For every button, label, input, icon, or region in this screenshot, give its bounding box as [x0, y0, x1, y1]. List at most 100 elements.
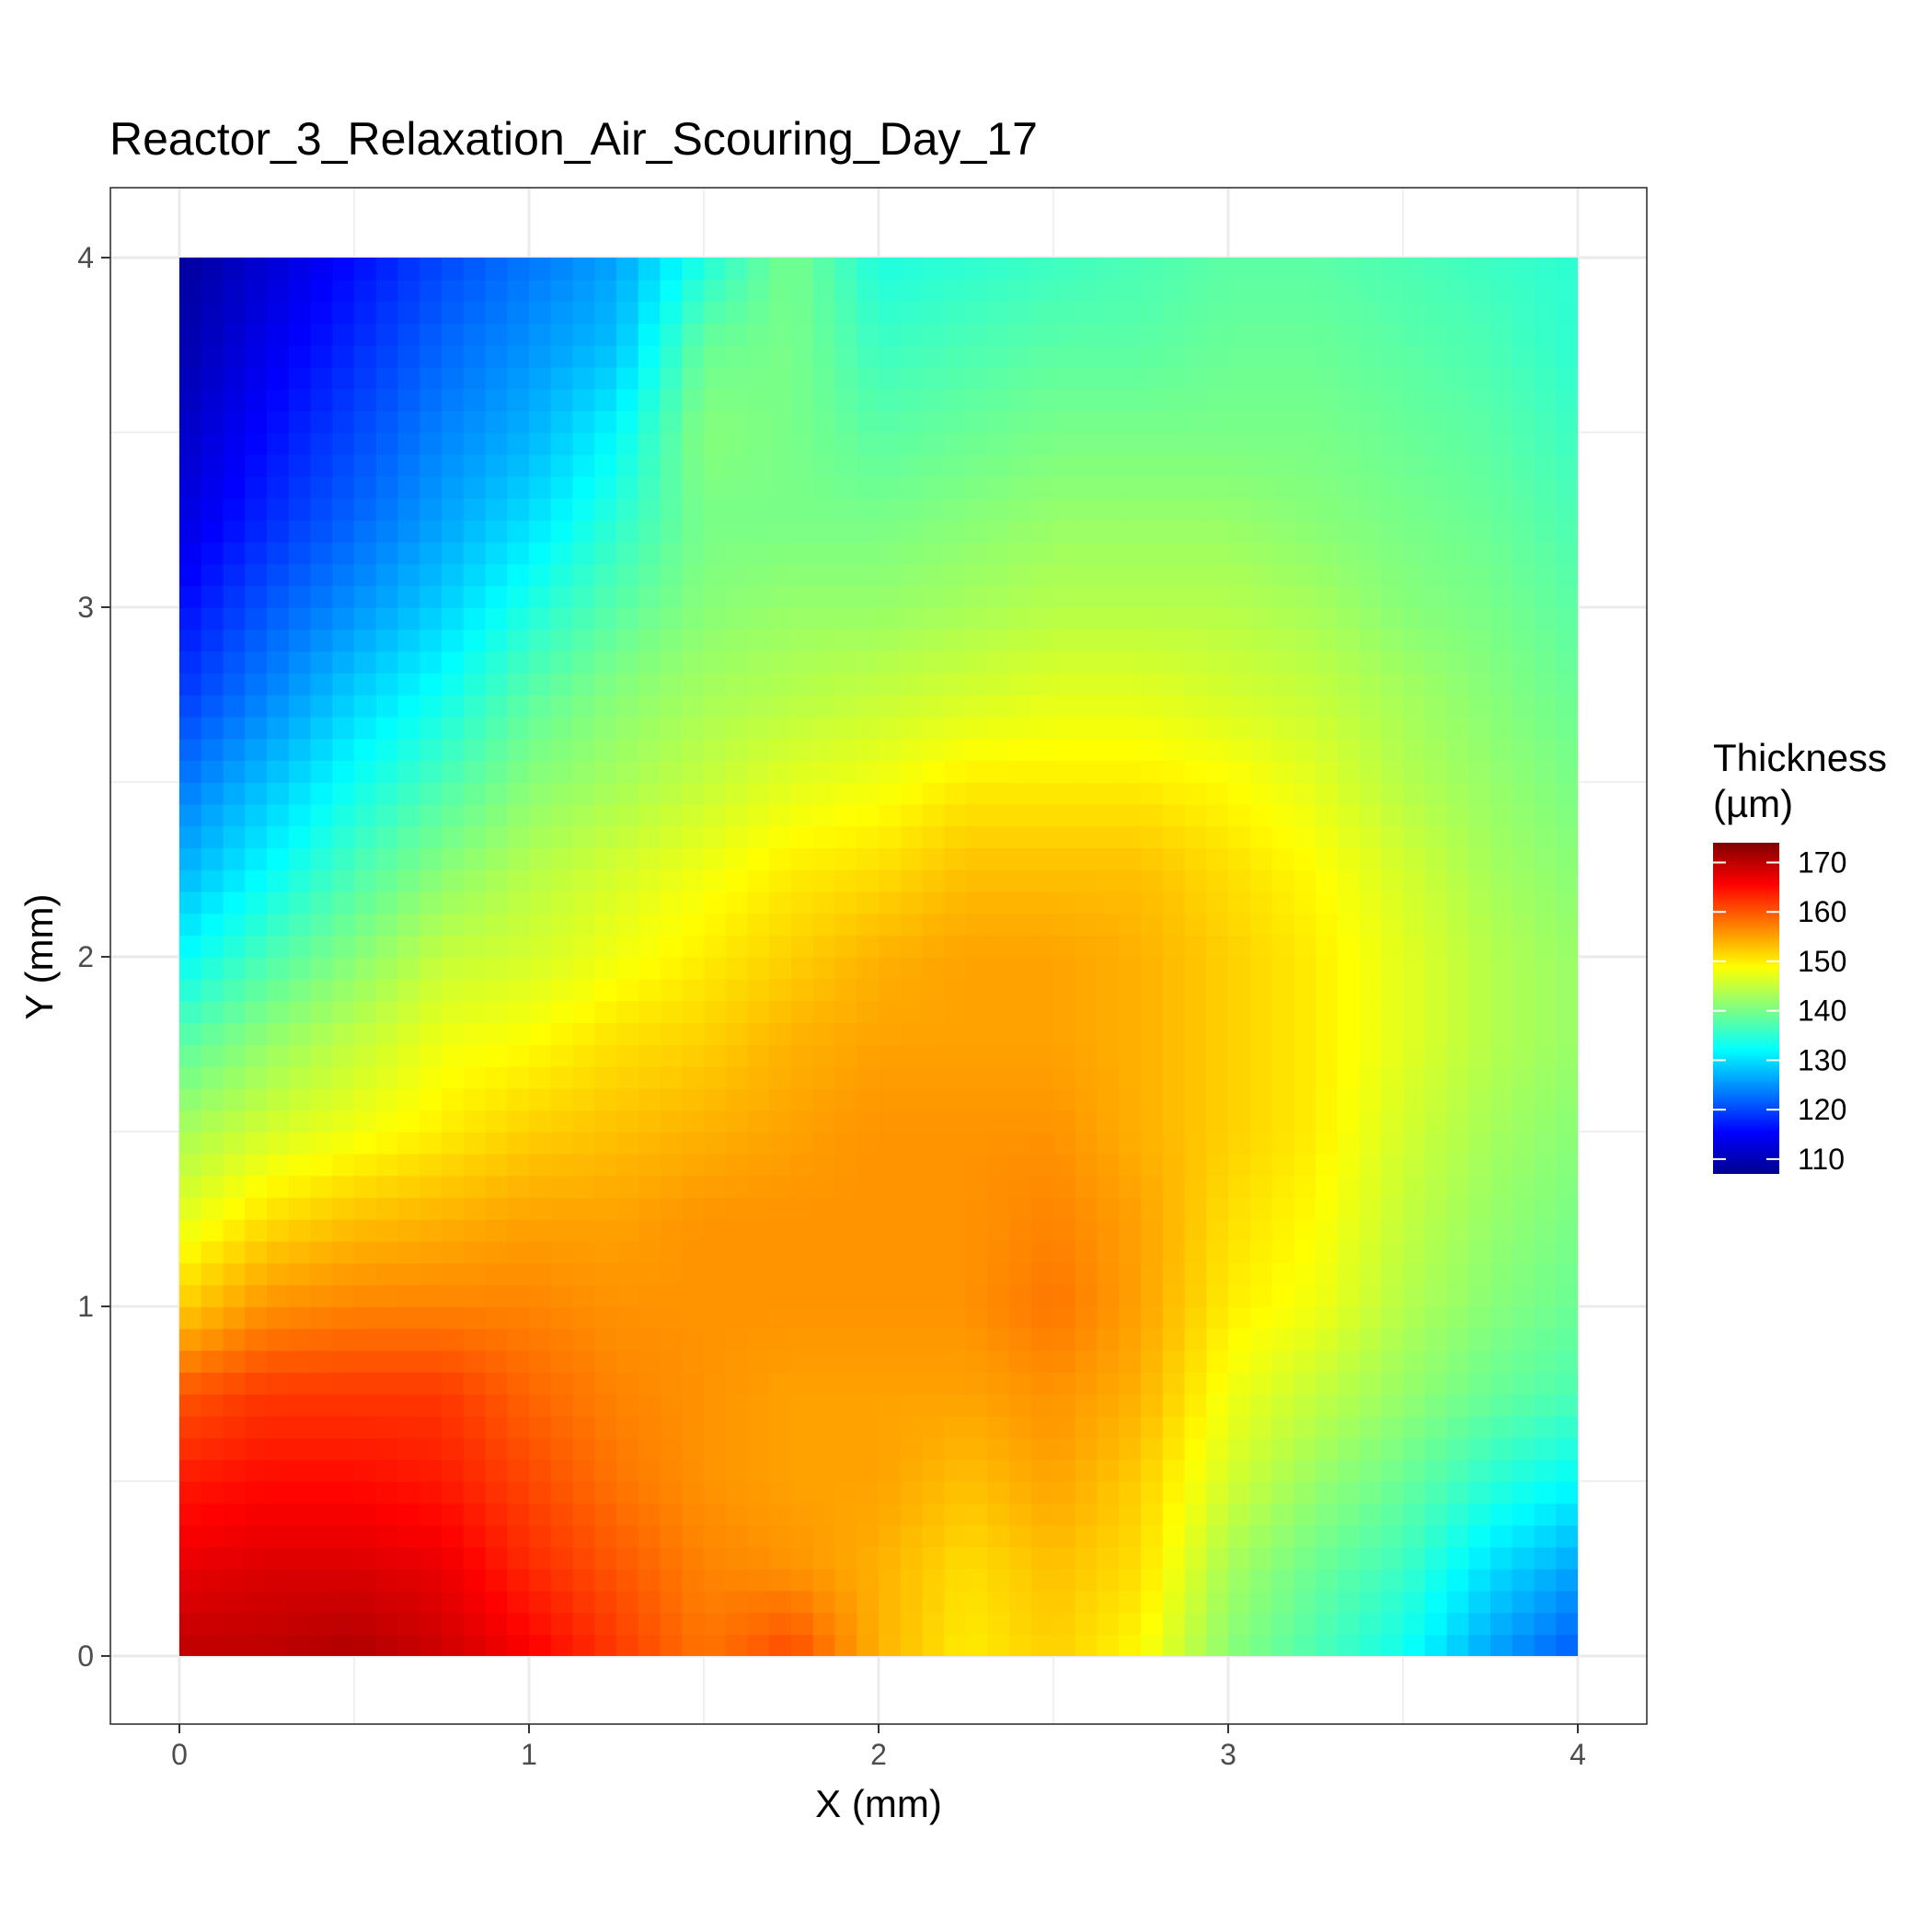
heatmap-cell: [769, 650, 792, 674]
heatmap-cell: [223, 476, 247, 500]
heatmap-cell: [1009, 760, 1033, 783]
heatmap-cell: [1271, 825, 1295, 849]
heatmap-cell: [1119, 782, 1142, 805]
heatmap-cell: [1141, 782, 1164, 805]
heatmap-cell: [682, 1372, 705, 1395]
heatmap-cell: [1490, 673, 1513, 696]
heatmap-cell: [442, 1153, 465, 1177]
heatmap-cell: [420, 258, 443, 281]
heatmap-cell: [966, 476, 989, 500]
heatmap-cell: [944, 760, 967, 783]
heatmap-cell: [1490, 1350, 1513, 1374]
heatmap-cell: [1119, 607, 1142, 630]
heatmap-cell: [1490, 1569, 1513, 1592]
heatmap-cell: [1031, 978, 1054, 1002]
heatmap-cell: [791, 1394, 814, 1417]
heatmap-cell: [288, 650, 312, 674]
heatmap-cell: [725, 695, 749, 718]
heatmap-cell: [1534, 410, 1558, 433]
heatmap-cell: [987, 1262, 1011, 1286]
heatmap-cell: [1490, 1262, 1513, 1286]
heatmap-cell: [267, 1087, 290, 1111]
heatmap-cell: [529, 258, 552, 281]
heatmap-cell: [725, 1022, 749, 1045]
heatmap-cell: [1141, 1022, 1164, 1045]
heatmap-cell: [1512, 454, 1535, 477]
heatmap-cell: [1009, 366, 1033, 390]
heatmap-cell: [834, 935, 858, 958]
heatmap-cell: [944, 279, 967, 303]
heatmap-cell: [1206, 563, 1229, 587]
heatmap-cell: [485, 847, 509, 870]
heatmap-cell: [725, 1590, 749, 1614]
heatmap-cell: [638, 1110, 661, 1133]
heatmap-cell: [1271, 1634, 1295, 1656]
heatmap-cell: [1206, 1328, 1229, 1351]
heatmap-cell: [987, 869, 1011, 892]
heatmap-cell: [201, 563, 224, 587]
heatmap-cell: [1009, 476, 1033, 500]
heatmap-cell: [354, 1437, 377, 1461]
heatmap-cell: [397, 454, 421, 477]
heatmap-cell: [332, 563, 355, 587]
heatmap-cell: [747, 628, 771, 652]
heatmap-cell: [1141, 1372, 1164, 1395]
heatmap-cell: [223, 1328, 247, 1351]
heatmap-cell: [201, 1372, 224, 1395]
heatmap-cell: [1337, 1547, 1361, 1570]
heatmap-cell: [1271, 1110, 1295, 1133]
heatmap-cell: [245, 432, 268, 455]
heatmap-cell: [922, 1328, 946, 1351]
heatmap-cell: [1119, 695, 1142, 718]
heatmap-cell: [1424, 1197, 1448, 1220]
heatmap-cell: [747, 716, 771, 740]
heatmap-cell: [1009, 563, 1033, 587]
heatmap-cell: [1294, 1372, 1317, 1395]
heatmap-cell: [966, 782, 989, 805]
heatmap-cell: [1316, 1284, 1339, 1307]
heatmap-cell: [288, 1087, 312, 1111]
heatmap-cell: [442, 498, 465, 521]
heatmap-cell: [1009, 1240, 1033, 1264]
heatmap-cell: [812, 716, 836, 740]
heatmap-cell: [1316, 1502, 1339, 1526]
heatmap-cell: [1403, 1372, 1426, 1395]
heatmap-cell: [1249, 1590, 1273, 1614]
heatmap-cell: [1534, 563, 1558, 587]
heatmap-cell: [550, 498, 574, 521]
heatmap-cell: [1119, 803, 1142, 827]
heatmap-cell: [900, 1481, 924, 1504]
heatmap-cell: [1490, 935, 1513, 958]
heatmap-cell: [245, 650, 268, 674]
heatmap-cell: [1512, 891, 1535, 914]
heatmap-cell: [922, 1350, 946, 1374]
heatmap-cell: [1053, 891, 1076, 914]
heatmap-cell: [1381, 695, 1404, 718]
heatmap-cell: [1009, 1415, 1033, 1439]
heatmap-cell: [922, 1481, 946, 1504]
heatmap-cell: [725, 869, 749, 892]
heatmap-cell: [791, 847, 814, 870]
heatmap-cell: [1359, 1022, 1383, 1045]
heatmap-cell: [1337, 1350, 1361, 1374]
heatmap-cell: [1184, 1415, 1208, 1439]
heatmap-cell: [463, 1372, 487, 1395]
heatmap-cell: [660, 498, 684, 521]
heatmap-cell: [1141, 1153, 1164, 1177]
heatmap-cell: [332, 1415, 355, 1439]
heatmap-cell: [1534, 1284, 1558, 1307]
heatmap-cell: [201, 388, 224, 412]
heatmap-cell: [987, 1481, 1011, 1504]
heatmap-cell: [223, 541, 247, 565]
heatmap-cell: [442, 1372, 465, 1395]
heatmap-cell: [791, 1087, 814, 1111]
heatmap-cell: [420, 1590, 443, 1614]
heatmap-cell: [812, 563, 836, 587]
heatmap-cell: [812, 520, 836, 543]
heatmap-cell: [507, 541, 530, 565]
heatmap-cell: [485, 1394, 509, 1417]
heatmap-cell: [1249, 366, 1273, 390]
heatmap-cell: [442, 1437, 465, 1461]
heatmap-cell: [791, 258, 814, 281]
heatmap-cell: [572, 825, 596, 849]
